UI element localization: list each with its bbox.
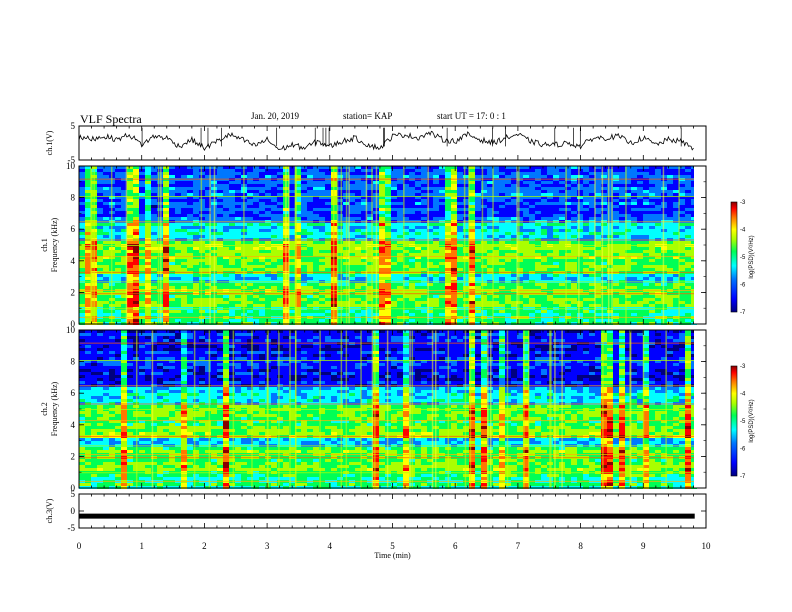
x-tick-label: 6 [453,541,458,551]
colorbar-label: log(PSD)(V²/Hz) [749,399,755,442]
x-axis-label: Time (min) [374,551,411,560]
x-tick-label: 1 [139,541,144,551]
x-tick-label: 7 [516,541,521,551]
x-tick-label: 2 [202,541,207,551]
colorbar-tick-label: -4 [740,392,746,398]
y-tick-label: 6 [71,388,76,398]
y-tick-label: 2 [71,451,76,461]
y-tick-label: 2 [71,287,76,297]
y-tick-label: 0 [71,506,76,516]
colorbar-tick-label: -4 [740,228,746,234]
ch2-spectrogram-ylabel: ch.2 [40,402,49,416]
colorbar-label: log(PSD)(V²/Hz) [749,235,755,278]
y-tick-label: 8 [71,193,76,203]
x-tick-label: 10 [702,541,712,551]
figure-start-time: start UT = 17: 0 : 1 [437,111,506,121]
figure-date: Jan. 20, 2019 [251,111,299,121]
ch2-spectrogram-ylabel: Frequency (kHz) [50,381,59,436]
x-tick-label: 5 [390,541,395,551]
y-tick-label: -5 [68,155,76,165]
x-tick-label: 8 [578,541,583,551]
colorbar-scale [730,365,738,477]
colorbar-scale [730,201,738,313]
ch1-waveform-line [78,130,694,152]
y-tick-label: 10 [66,161,76,171]
figure-title: VLF Spectra [80,112,142,126]
y-tick-label: 10 [66,325,76,335]
ch1-spectrogram-ylabel: ch.1 [40,238,49,252]
colorbar-tick-label: -5 [740,419,746,425]
y-tick-label: 0 [71,319,76,329]
colorbar-tick-label: -5 [740,255,746,261]
colorbar-tick-label: -6 [740,447,746,453]
x-tick-label: 3 [265,541,270,551]
spectrogram-ch1-cells [79,166,706,325]
x-tick-label: 0 [77,541,82,551]
y-tick-label: 6 [71,224,76,234]
figure-station: station= KAP [343,111,393,121]
y-tick-label: 5 [71,121,76,131]
x-tick-label: 4 [328,541,333,551]
colorbar-tick-label: -7 [740,474,746,480]
y-tick-label: -5 [68,523,76,533]
colorbar-tick-label: -7 [740,310,746,316]
spectrogram-ch2-cells [79,330,706,489]
ch3-ylabel: ch.3(V) [45,498,54,523]
colorbar-tick-label: -3 [740,364,746,370]
y-tick-label: 5 [71,489,76,499]
y-tick-label: 8 [71,357,76,367]
y-tick-label: 4 [71,256,76,266]
x-tick-label: 9 [641,541,646,551]
colorbar-tick-label: -3 [740,200,746,206]
y-tick-label: 0 [71,483,76,493]
colorbar-tick-label: -6 [740,283,746,289]
panel-frame [78,493,707,529]
ch1-spectrogram-ylabel: Frequency (kHz) [50,217,59,272]
y-tick-label: 4 [71,420,76,430]
ch1-ylabel: ch.1(V) [45,130,54,155]
